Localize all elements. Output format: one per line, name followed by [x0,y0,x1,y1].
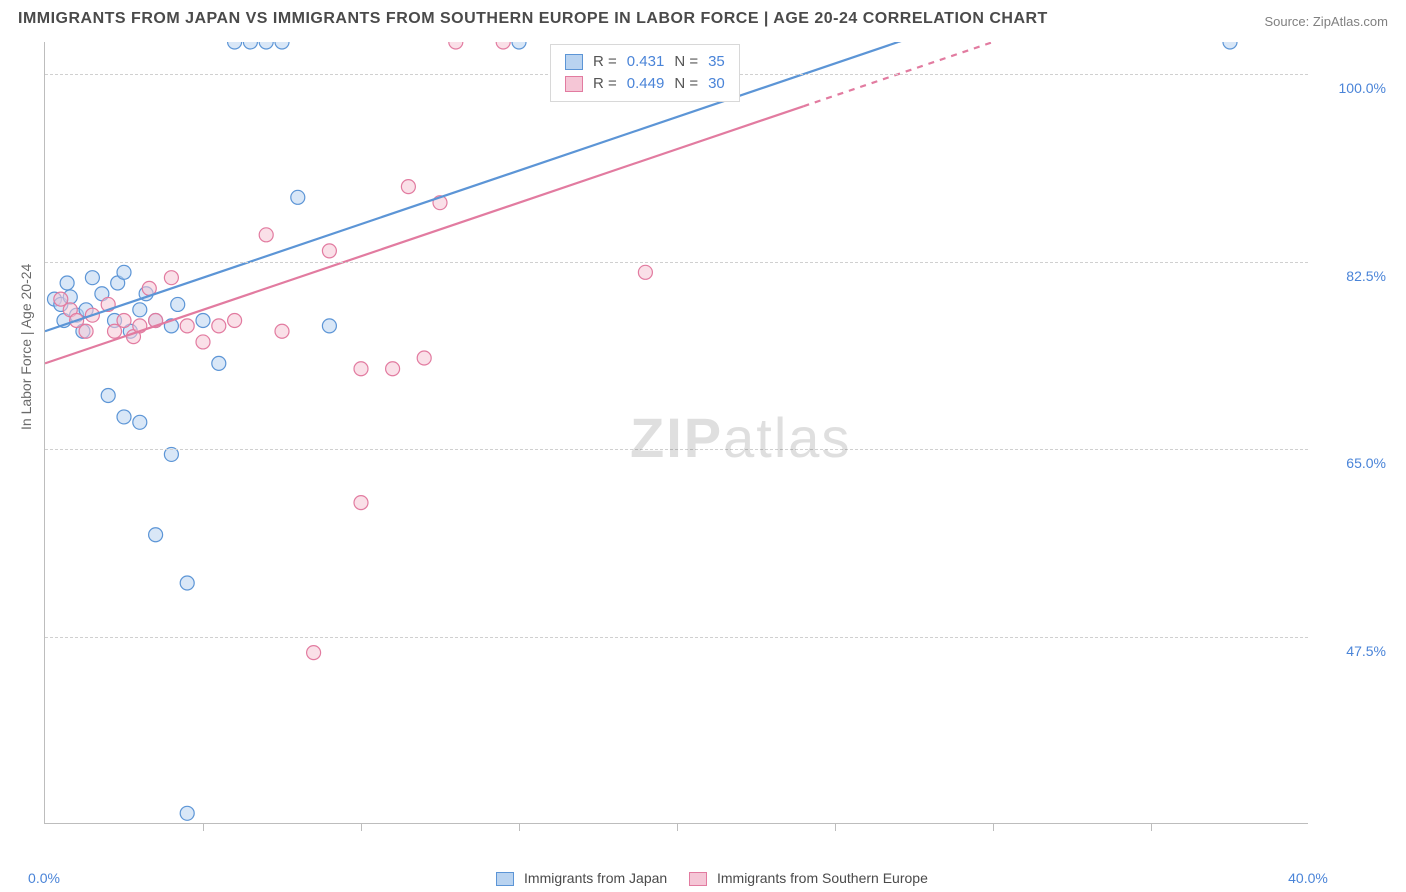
stats-row-series2: R = 0.449 N = 30 [565,73,725,95]
x-tick-label: 0.0% [28,870,60,886]
y-tick-label: 82.5% [1346,268,1386,284]
stat-r-value-1: 0.431 [627,51,665,73]
legend-label-1: Immigrants from Japan [524,870,667,886]
legend-swatch-2 [689,872,707,886]
source-attribution: Source: ZipAtlas.com [1264,14,1388,29]
y-axis-label: In Labor Force | Age 20-24 [18,264,34,430]
scatter-svg [45,42,1309,824]
gridline-h [45,637,1308,638]
stat-r-value-2: 0.449 [627,73,665,95]
y-tick-label: 65.0% [1346,455,1386,471]
gridline-h [45,262,1308,263]
chart-title: IMMIGRANTS FROM JAPAN VS IMMIGRANTS FROM… [18,10,1048,28]
stats-legend-box: R = 0.431 N = 35 R = 0.449 N = 30 [550,44,740,102]
stat-n-value-1: 35 [708,51,725,73]
x-tick [519,823,520,831]
x-tick [677,823,678,831]
bottom-legend: Immigrants from Japan Immigrants from So… [0,870,1406,886]
stat-r-label: R = [593,73,617,95]
x-tick [993,823,994,831]
swatch-series2 [565,76,583,92]
x-tick [203,823,204,831]
stat-r-label: R = [593,51,617,73]
y-tick-label: 100.0% [1339,80,1386,96]
x-tick-label: 40.0% [1288,870,1328,886]
x-tick [835,823,836,831]
x-tick [1151,823,1152,831]
source-prefix: Source: [1264,14,1312,29]
legend-swatch-1 [496,872,514,886]
stat-n-label: N = [674,51,698,73]
source-name: ZipAtlas.com [1313,14,1388,29]
x-tick [361,823,362,831]
chart-plot-area [44,42,1308,824]
gridline-h [45,449,1308,450]
stats-row-series1: R = 0.431 N = 35 [565,51,725,73]
swatch-series1 [565,54,583,70]
y-tick-label: 47.5% [1346,643,1386,659]
stat-n-value-2: 30 [708,73,725,95]
legend-label-2: Immigrants from Southern Europe [717,870,928,886]
stat-n-label: N = [674,73,698,95]
